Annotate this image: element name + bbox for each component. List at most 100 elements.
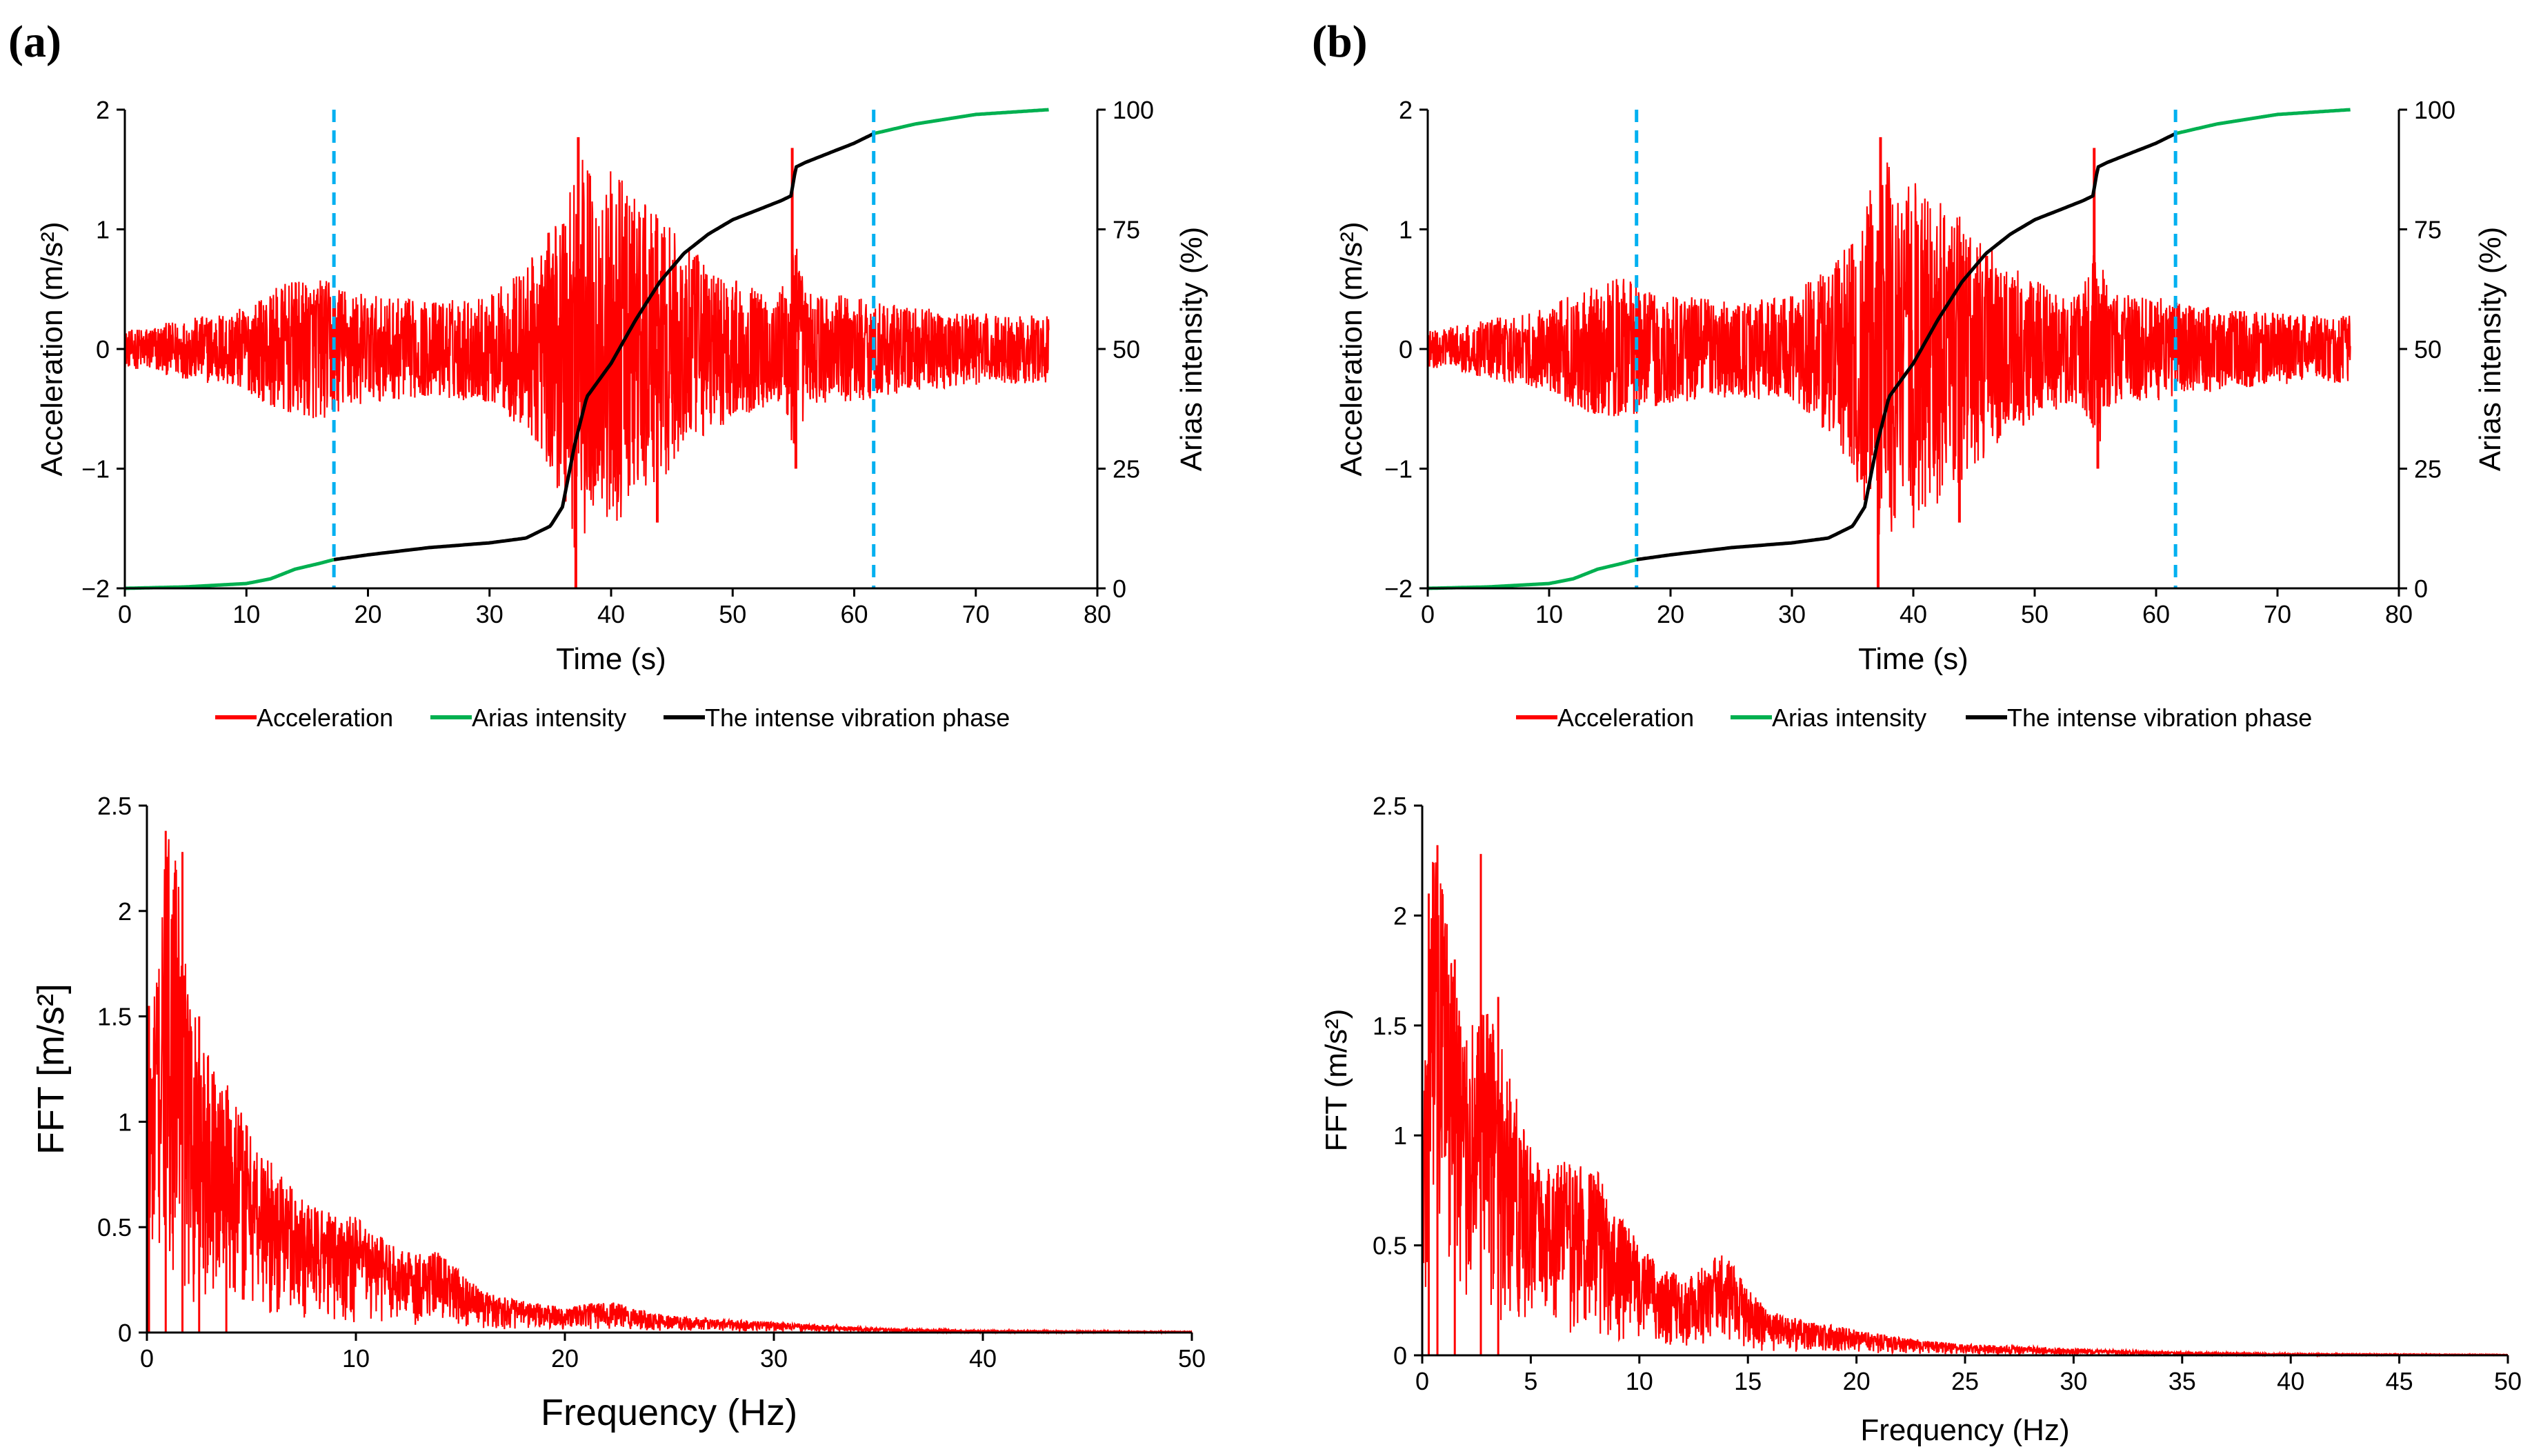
b-time-y-tick-label: −1 — [1384, 455, 1413, 483]
b-time-y-tick-label: 0 — [1399, 335, 1413, 363]
a-time-y-title: Acceleration (m/s²) — [35, 221, 69, 476]
b-fft-y-tick-label: 1 — [1393, 1121, 1407, 1150]
a-time-plot-area — [124, 108, 1050, 590]
b-fft-x-tick-label: 5 — [1524, 1367, 1537, 1395]
b-time-y-tick-label: 1 — [1399, 216, 1413, 244]
b-fft-y-tick-label: 0 — [1393, 1342, 1407, 1370]
a-fft-y-tick-label: 0.5 — [97, 1213, 132, 1241]
a-fft-y-tick-label: 1.5 — [97, 1003, 132, 1031]
a-time-y-tick-label: 2 — [96, 96, 110, 124]
a-time-x-tick-label: 70 — [962, 600, 990, 628]
a-time-x-tick-label: 10 — [232, 600, 260, 628]
a-time-x-tick-label: 80 — [1084, 600, 1111, 628]
a-time-intense-phase-series — [333, 132, 875, 561]
a-fft-x-tick-label: 50 — [1178, 1344, 1206, 1373]
b-time-x-tick-label: 30 — [1778, 600, 1806, 628]
b-time-y2-tick-label: 50 — [2414, 335, 2442, 363]
b-fft-y-tick-label: 1.5 — [1373, 1012, 1407, 1040]
a-legend: Acceleration Arias intensity The intense… — [215, 704, 1010, 732]
b-fft-x-tick-label: 50 — [2494, 1367, 2522, 1395]
a-time-acceleration-series — [124, 159, 1050, 548]
a-legend-arias-label: Arias intensity — [472, 704, 626, 732]
b-legend-intense-label: The intense vibration phase — [2007, 704, 2312, 732]
a-legend-acceleration: Acceleration — [215, 704, 393, 732]
b-fft-plot-area — [1421, 845, 2509, 1358]
b-time-y2-tick-label: 75 — [2414, 216, 2442, 244]
chart-a-fft: 0 10 20 30 40 50 0 0.5 1 1.5 2 2.5 Frequency (Hz) F… — [30, 792, 1206, 1433]
b-time-y2-tick-label: 25 — [2414, 455, 2442, 483]
b-fft-x-tick-label: 30 — [2060, 1367, 2087, 1395]
b-time-plot-area — [1426, 108, 2351, 590]
b-legend-intense: The intense vibration phase — [1966, 704, 2312, 732]
a-time-y2-tick-label: 100 — [1113, 96, 1154, 124]
a-fft-ticks: 0 10 20 30 40 50 0 0.5 1 1.5 2 2.5 — [97, 792, 1206, 1373]
a-fft-y-tick-label: 2 — [118, 897, 132, 926]
b-fft-spectrum-series — [1421, 861, 2509, 1358]
b-legend-acceleration-label: Acceleration — [1557, 704, 1694, 732]
b-time-arias-series-start — [1428, 557, 1637, 590]
b-fft-x-title: Frequency (Hz) — [1860, 1413, 2069, 1447]
a-fft-y-tick-label: 1 — [118, 1108, 132, 1136]
b-time-y2-tick-label: 100 — [2414, 96, 2455, 124]
b-time-x-title: Time (s) — [1858, 642, 1968, 676]
b-legend-arias-label: Arias intensity — [1772, 704, 1926, 732]
a-fft-y-title: FFT [m/s²] — [30, 984, 72, 1155]
b-time-y2-title: Arias intensity (%) — [2473, 227, 2507, 472]
b-time-x-tick-label: 0 — [1421, 600, 1435, 628]
a-time-y-tick-label: −1 — [81, 455, 110, 483]
b-fft-y-tick-label: 0.5 — [1373, 1232, 1407, 1260]
b-time-y-title: Acceleration (m/s²) — [1335, 221, 1368, 476]
a-time-x-title: Time (s) — [556, 642, 666, 676]
a-time-y-tick-label: 0 — [96, 335, 110, 363]
a-fft-x-tick-label: 0 — [140, 1344, 154, 1373]
a-time-y-tick-label: −2 — [81, 575, 110, 603]
a-time-y2-title: Arias intensity (%) — [1175, 227, 1208, 472]
b-fft-y-tick-label: 2.5 — [1373, 792, 1407, 820]
a-time-x-tick-label: 0 — [118, 600, 132, 628]
a-legend-intense: The intense vibration phase — [664, 704, 1010, 732]
a-time-x-tick-label: 30 — [476, 600, 504, 628]
panel-label-b: (b) — [1312, 17, 1368, 67]
a-time-y2-tick-label: 50 — [1113, 335, 1140, 363]
b-time-y2-tick-label: 0 — [2414, 575, 2428, 603]
b-time-intense-phase-series — [1636, 132, 2177, 561]
a-time-y2-tick-label: 0 — [1113, 575, 1126, 603]
a-fft-x-tick-label: 10 — [342, 1344, 370, 1373]
a-time-x-tick-label: 50 — [719, 600, 746, 628]
b-time-x-tick-label: 70 — [2264, 600, 2291, 628]
a-legend-intense-label: The intense vibration phase — [705, 704, 1010, 732]
a-fft-spectrum-series — [146, 839, 1193, 1335]
b-fft-x-tick-label: 10 — [1626, 1367, 1653, 1395]
b-time-y-tick-label: −2 — [1384, 575, 1413, 603]
b-time-y-tick-label: 2 — [1399, 96, 1413, 124]
b-time-arias-series-end — [2175, 108, 2351, 136]
b-fft-y-tick-label: 2 — [1393, 901, 1407, 930]
a-fft-x-tick-label: 20 — [551, 1344, 579, 1373]
b-time-x-tick-label: 80 — [2385, 600, 2413, 628]
chart-b-fft: 0 5 10 15 20 25 30 35 40 45 50 0 0.5 1 1.5 2 2.5 Frequen… — [1319, 792, 2522, 1447]
b-fft-x-tick-label: 35 — [2169, 1367, 2196, 1395]
a-legend-arias: Arias intensity — [430, 704, 626, 732]
a-fft-x-tick-label: 30 — [760, 1344, 788, 1373]
b-legend-arias: Arias intensity — [1731, 704, 1926, 732]
b-fft-y-title: FFT (m/s²) — [1319, 1009, 1353, 1152]
a-fft-axes — [146, 806, 1192, 1334]
b-time-x-tick-label: 60 — [2142, 600, 2170, 628]
b-legend: Acceleration Arias intensity The intense… — [1516, 704, 2312, 732]
b-fft-x-tick-label: 40 — [2277, 1367, 2304, 1395]
a-time-y2-tick-label: 25 — [1113, 455, 1140, 483]
b-fft-x-tick-label: 0 — [1415, 1367, 1429, 1395]
b-fft-ticks: 0 5 10 15 20 25 30 35 40 45 50 0 0.5 1 1.5 2 2.5 — [1373, 792, 2522, 1395]
a-time-arias-series-start — [125, 557, 335, 590]
a-fft-y-tick-label: 0 — [118, 1319, 132, 1347]
a-time-x-tick-label: 20 — [354, 600, 381, 628]
a-fft-plot-area — [146, 830, 1193, 1335]
b-time-x-tick-label: 10 — [1535, 600, 1563, 628]
a-time-y-tick-label: 1 — [96, 216, 110, 244]
b-time-x-tick-label: 20 — [1657, 600, 1684, 628]
a-fft-x-title: Frequency (Hz) — [541, 1392, 797, 1433]
b-fft-x-tick-label: 15 — [1734, 1367, 1762, 1395]
